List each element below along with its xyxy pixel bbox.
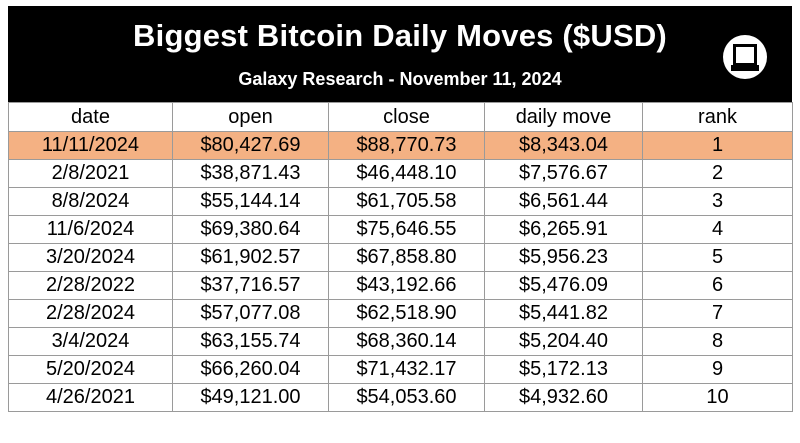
cell-date: 2/28/2022 <box>8 271 173 300</box>
cell-date: 11/11/2024 <box>8 131 173 160</box>
table-row: 11/11/2024 $80,427.69 $88,770.73 $8,343.04 1 <box>8 131 793 160</box>
cell-daily-move: $5,956.23 <box>484 243 643 272</box>
cell-rank: 6 <box>642 271 793 300</box>
table-header-row: date open close daily move rank <box>8 102 793 132</box>
table-row: 3/20/2024 $61,902.57 $67,858.80 $5,956.23 5 <box>8 243 793 272</box>
cell-date: 5/20/2024 <box>8 355 173 384</box>
cell-close: $67,858.80 <box>328 243 485 272</box>
cell-rank: 8 <box>642 327 793 356</box>
cell-open: $63,155.74 <box>172 327 329 356</box>
cell-close: $75,646.55 <box>328 215 485 244</box>
cell-close: $46,448.10 <box>328 159 485 188</box>
cell-daily-move: $6,265.91 <box>484 215 643 244</box>
table-row: 2/28/2022 $37,716.57 $43,192.66 $5,476.09 6 <box>8 271 793 300</box>
table-row: 4/26/2021 $49,121.00 $54,053.60 $4,932.60 10 <box>8 383 793 412</box>
table-row: 3/4/2024 $63,155.74 $68,360.14 $5,204.40 8 <box>8 327 793 356</box>
cell-open: $66,260.04 <box>172 355 329 384</box>
cell-date: 8/8/2024 <box>8 187 173 216</box>
cell-open: $57,077.08 <box>172 299 329 328</box>
column-header-daily-move: daily move <box>484 102 643 132</box>
cell-date: 3/4/2024 <box>8 327 173 356</box>
cell-close: $88,770.73 <box>328 131 485 160</box>
cell-daily-move: $5,204.40 <box>484 327 643 356</box>
cell-open: $69,380.64 <box>172 215 329 244</box>
cell-close: $68,360.14 <box>328 327 485 356</box>
column-header-open: open <box>172 102 329 132</box>
table-row: 5/20/2024 $66,260.04 $71,432.17 $5,172.13 9 <box>8 355 793 384</box>
cell-daily-move: $6,561.44 <box>484 187 643 216</box>
cell-rank: 10 <box>642 383 793 412</box>
cell-open: $38,871.43 <box>172 159 329 188</box>
cell-daily-move: $5,172.13 <box>484 355 643 384</box>
column-header-date: date <box>8 102 173 132</box>
cell-date: 4/26/2021 <box>8 383 173 412</box>
title-banner: Biggest Bitcoin Daily Moves ($USD) Galax… <box>8 6 792 102</box>
cell-daily-move: $4,932.60 <box>484 383 643 412</box>
cell-close: $62,518.90 <box>328 299 485 328</box>
cell-date: 2/28/2024 <box>8 299 173 328</box>
cell-close: $54,053.60 <box>328 383 485 412</box>
cell-daily-move: $7,576.67 <box>484 159 643 188</box>
cell-rank: 5 <box>642 243 793 272</box>
cell-open: $49,121.00 <box>172 383 329 412</box>
cell-rank: 3 <box>642 187 793 216</box>
cell-rank: 2 <box>642 159 793 188</box>
cell-daily-move: $5,441.82 <box>484 299 643 328</box>
table-body: 11/11/2024 $80,427.69 $88,770.73 $8,343.04 1… <box>8 131 793 412</box>
cell-open: $37,716.57 <box>172 271 329 300</box>
cell-open: $55,144.14 <box>172 187 329 216</box>
galaxy-logo-icon <box>723 35 767 79</box>
cell-close: $61,705.58 <box>328 187 485 216</box>
cell-date: 2/8/2021 <box>8 159 173 188</box>
cell-daily-move: $8,343.04 <box>484 131 643 160</box>
cell-open: $80,427.69 <box>172 131 329 160</box>
column-header-close: close <box>328 102 485 132</box>
moves-table: date open close daily move rank 11/11/20… <box>8 102 793 412</box>
chart-title: Biggest Bitcoin Daily Moves ($USD) <box>133 18 667 53</box>
cell-open: $61,902.57 <box>172 243 329 272</box>
cell-date: 11/6/2024 <box>8 215 173 244</box>
chart-frame: Biggest Bitcoin Daily Moves ($USD) Galax… <box>8 6 793 438</box>
cell-rank: 1 <box>642 131 793 160</box>
chart-subtitle: Galaxy Research - November 11, 2024 <box>238 69 562 89</box>
cell-close: $43,192.66 <box>328 271 485 300</box>
column-header-rank: rank <box>642 102 793 132</box>
table-row: 2/8/2021 $38,871.43 $46,448.10 $7,576.67 2 <box>8 159 793 188</box>
cell-rank: 9 <box>642 355 793 384</box>
cell-rank: 7 <box>642 299 793 328</box>
table-row: 11/6/2024 $69,380.64 $75,646.55 $6,265.91 4 <box>8 215 793 244</box>
cell-daily-move: $5,476.09 <box>484 271 643 300</box>
cell-date: 3/20/2024 <box>8 243 173 272</box>
cell-close: $71,432.17 <box>328 355 485 384</box>
table-row: 8/8/2024 $55,144.14 $61,705.58 $6,561.44 3 <box>8 187 793 216</box>
cell-rank: 4 <box>642 215 793 244</box>
table-row: 2/28/2024 $57,077.08 $62,518.90 $5,441.82 7 <box>8 299 793 328</box>
